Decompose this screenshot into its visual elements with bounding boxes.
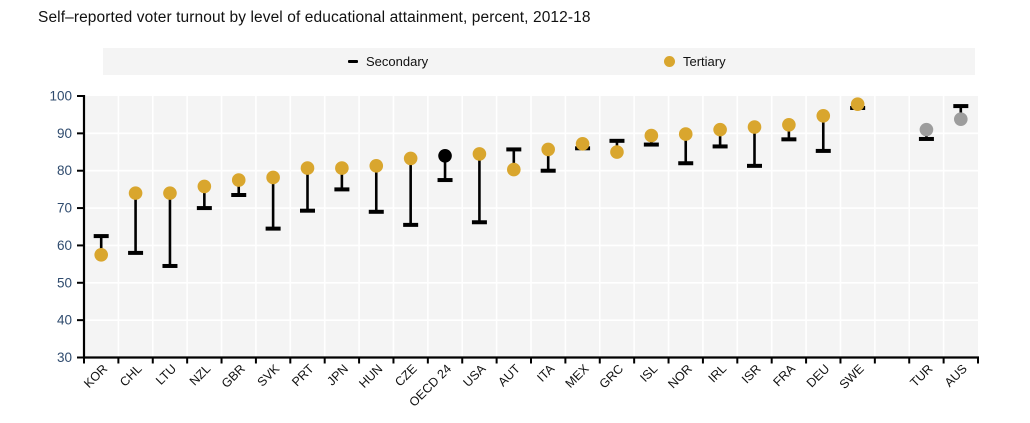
y-tick-label: 90 (57, 126, 72, 141)
tertiary-dot (507, 162, 521, 177)
y-tick-label: 100 (49, 89, 72, 104)
tertiary-dot (163, 186, 177, 200)
x-tick-label: SWE (837, 362, 867, 392)
x-axis-ticks (83, 357, 979, 364)
y-tick-label: 50 (57, 275, 72, 290)
tertiary-dot (128, 186, 143, 200)
tertiary-dot (472, 147, 487, 161)
legend-label-tertiary: Tertiary (683, 54, 726, 69)
y-tick-label: 80 (57, 163, 72, 178)
tertiary-dot (541, 142, 555, 157)
tertiary-dot (919, 122, 934, 137)
x-tick-label: MEX (563, 361, 593, 391)
tertiary-dot (300, 161, 315, 175)
tertiary-dot-icon (664, 56, 675, 67)
x-tick-label: GRC (597, 362, 627, 392)
chart-canvas: 30 40 50 60 70 80 90 100 KOR CHL LTU NZL GBR SVK PRT JP… (49, 89, 979, 409)
gridlines (84, 96, 978, 358)
tertiary-dot (266, 170, 280, 185)
tertiary-dot (678, 127, 693, 141)
tertiary-dot (782, 117, 796, 132)
tertiary-dot (335, 161, 349, 175)
y-tick-label: 30 (57, 350, 72, 365)
tertiary-dot (575, 137, 590, 151)
tertiary-dot (713, 122, 727, 137)
tertiary-dot (747, 120, 762, 134)
y-tick-label: 60 (57, 238, 72, 253)
y-axis-ticks: 30 40 50 60 70 80 90 100 (49, 89, 84, 365)
tertiary-dot (954, 112, 968, 126)
x-tick-label: KOR (81, 362, 110, 391)
tertiary-dot (644, 128, 659, 143)
x-tick-label: AUS (942, 362, 970, 390)
chart-title: Self–reported voter turnout by level of … (38, 9, 591, 26)
x-tick-label: ISL (637, 362, 660, 385)
x-tick-label: USA (460, 361, 489, 390)
legend-item-tertiary: Tertiary (664, 48, 726, 75)
tertiary-dot (438, 148, 452, 163)
x-tick-label: SVK (255, 361, 283, 389)
tertiary-dot (94, 247, 108, 262)
legend: Secondary Tertiary (103, 48, 975, 75)
x-tick-label: NOR (665, 362, 695, 392)
secondary-dash-icon (348, 59, 358, 64)
x-tick-label: HUN (356, 362, 385, 391)
legend-item-secondary: Secondary (348, 48, 428, 75)
x-tick-label: ISR (739, 362, 764, 387)
x-tick-label: LTU (153, 362, 179, 388)
x-tick-label: FRA (770, 361, 798, 389)
tertiary-dot (231, 173, 246, 187)
tertiary-dot (850, 97, 865, 112)
y-tick-label: 70 (57, 201, 72, 216)
x-tick-label: PRT (289, 361, 317, 389)
x-tick-label: NZL (187, 362, 214, 389)
x-tick-label: AUT (495, 361, 523, 389)
x-tick-label: GBR (219, 362, 248, 391)
tertiary-dot (403, 151, 418, 166)
tertiary-dot (197, 179, 212, 194)
x-tick-label: TUR (907, 362, 935, 390)
x-tick-label: CHL (117, 362, 145, 390)
tertiary-dot (816, 108, 831, 123)
x-tick-label: ITA (534, 361, 557, 384)
tertiary-dot (369, 159, 384, 173)
x-tick-label: CZE (392, 362, 420, 390)
x-tick-label: DEU (804, 362, 833, 391)
x-tick-label: JPN (324, 362, 351, 389)
y-tick-label: 40 (57, 313, 72, 328)
tertiary-dot (610, 145, 624, 159)
x-tick-label: IRL (706, 362, 730, 386)
legend-label-secondary: Secondary (366, 54, 429, 69)
